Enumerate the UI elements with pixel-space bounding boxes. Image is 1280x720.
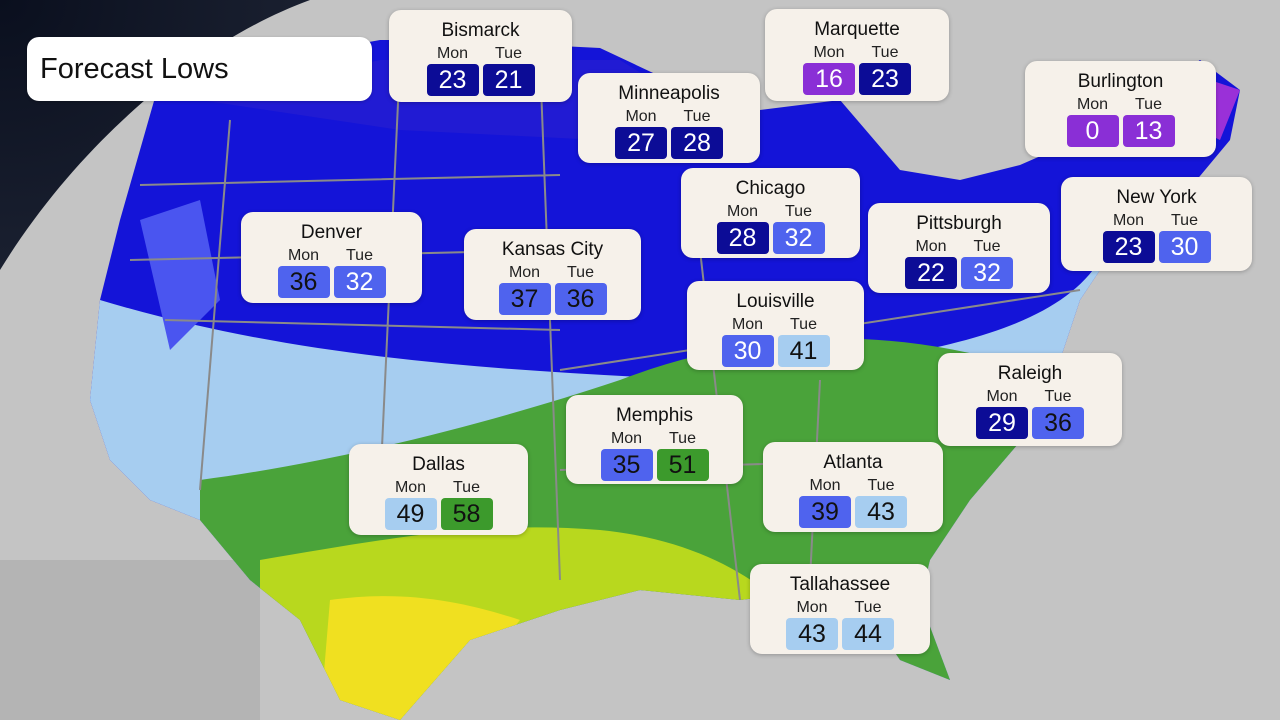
city-card-memphis: Memphis Mon Tue 35 51: [566, 395, 743, 484]
low-temp-mon: 43: [786, 618, 838, 650]
day-label-tue: Tue: [453, 479, 480, 496]
city-card-marquette: Marquette Mon Tue 16 23: [765, 9, 949, 101]
day-label-tue: Tue: [683, 108, 711, 125]
low-temp-tue: 13: [1122, 115, 1175, 147]
city-name: Burlington: [1077, 71, 1164, 92]
day-label-mon: Mon: [625, 108, 657, 125]
day-label-mon: Mon: [986, 388, 1018, 405]
day-label-mon: Mon: [1112, 212, 1145, 229]
low-temp-tue: 23: [859, 63, 911, 95]
city-name: Dallas: [412, 454, 465, 475]
low-temp-mon: 16: [803, 63, 855, 95]
city-card-kansas-city: Kansas City Mon Tue 37 36: [464, 229, 641, 320]
low-temp-tue: 43: [855, 496, 907, 528]
day-label-mon: Mon: [508, 264, 541, 281]
city-name: Atlanta: [823, 452, 883, 473]
city-name: Raleigh: [997, 363, 1063, 384]
city-card-minneapolis: Minneapolis Mon Tue 27 28: [578, 73, 760, 163]
day-label-mon: Mon: [813, 44, 845, 61]
map-title: Forecast Lows: [27, 37, 372, 101]
low-temp-mon: 0: [1066, 115, 1119, 147]
city-name: Pittsburgh: [916, 213, 1002, 234]
day-label-mon: Mon: [1076, 96, 1109, 113]
low-temp-tue: 30: [1158, 231, 1211, 263]
city-card-chicago: Chicago Mon Tue 28 32: [681, 168, 860, 258]
city-card-burlington: Burlington Mon Tue 0 13: [1025, 61, 1216, 157]
city-name: Louisville: [736, 291, 815, 312]
day-label-mon: Mon: [394, 479, 427, 496]
city-name: Bismarck: [441, 20, 520, 41]
day-label-tue: Tue: [871, 44, 899, 61]
city-name: Marquette: [814, 19, 900, 40]
low-temp-tue: 44: [842, 618, 894, 650]
day-label-mon: Mon: [287, 247, 320, 264]
city-card-raleigh: Raleigh Mon Tue 29 36: [938, 353, 1122, 446]
low-temp-mon: 30: [721, 335, 774, 367]
city-card-dallas: Dallas Mon Tue 49 58: [349, 444, 528, 535]
city-name: Denver: [300, 222, 363, 243]
day-label-mon: Mon: [610, 430, 643, 447]
city-card-louisville: Louisville Mon Tue 30 41: [687, 281, 864, 370]
low-temp-tue: 32: [772, 222, 825, 254]
low-temp-mon: 27: [615, 127, 667, 159]
low-temp-mon: 39: [799, 496, 851, 528]
day-label-tue: Tue: [790, 316, 817, 333]
day-label-tue: Tue: [1135, 96, 1162, 113]
day-label-tue: Tue: [854, 599, 882, 616]
low-temp-tue: 21: [482, 64, 535, 96]
city-name: Chicago: [735, 178, 806, 199]
low-temp-tue: 36: [1032, 407, 1084, 439]
low-temp-tue: 32: [333, 266, 386, 298]
day-label-mon: Mon: [731, 316, 764, 333]
low-temp-mon: 35: [600, 449, 653, 481]
ocean: [0, 560, 260, 720]
day-label-tue: Tue: [669, 430, 696, 447]
low-temp-tue: 28: [671, 127, 723, 159]
city-name: Kansas City: [501, 239, 604, 260]
city-card-atlanta: Atlanta Mon Tue 39 43: [763, 442, 943, 532]
low-temp-tue: 58: [440, 498, 493, 530]
day-label-tue: Tue: [495, 45, 522, 62]
day-label-tue: Tue: [1171, 212, 1198, 229]
city-card-bismarck: Bismarck Mon Tue 23 21: [389, 10, 572, 102]
low-temp-mon: 28: [716, 222, 769, 254]
day-label-tue: Tue: [973, 238, 1001, 255]
city-card-denver: Denver Mon Tue 36 32: [241, 212, 422, 303]
day-label-mon: Mon: [726, 203, 759, 220]
day-label-tue: Tue: [867, 477, 895, 494]
day-label-mon: Mon: [436, 45, 469, 62]
low-temp-mon: 36: [277, 266, 330, 298]
city-name: Memphis: [615, 405, 694, 426]
city-name: New York: [1116, 187, 1197, 208]
city-card-new-york: New York Mon Tue 23 30: [1061, 177, 1252, 271]
low-temp-mon: 29: [976, 407, 1028, 439]
day-label-tue: Tue: [1044, 388, 1072, 405]
low-temp-tue: 36: [554, 283, 607, 315]
day-label-mon: Mon: [796, 599, 828, 616]
low-temp-mon: 22: [905, 257, 957, 289]
day-label-mon: Mon: [915, 238, 947, 255]
day-label-tue: Tue: [346, 247, 373, 264]
city-name: Tallahassee: [789, 574, 891, 595]
day-label-tue: Tue: [567, 264, 594, 281]
low-temp-mon: 37: [498, 283, 551, 315]
day-label-tue: Tue: [785, 203, 812, 220]
low-temp-mon: 23: [1102, 231, 1155, 263]
city-card-tallahassee: Tallahassee Mon Tue 43 44: [750, 564, 930, 654]
low-temp-mon: 49: [384, 498, 437, 530]
city-card-pittsburgh: Pittsburgh Mon Tue 22 32: [868, 203, 1050, 293]
low-temp-mon: 23: [426, 64, 479, 96]
city-name: Minneapolis: [618, 83, 720, 104]
low-temp-tue: 51: [656, 449, 709, 481]
low-temp-tue: 32: [961, 257, 1013, 289]
low-temp-tue: 41: [777, 335, 830, 367]
day-label-mon: Mon: [809, 477, 841, 494]
